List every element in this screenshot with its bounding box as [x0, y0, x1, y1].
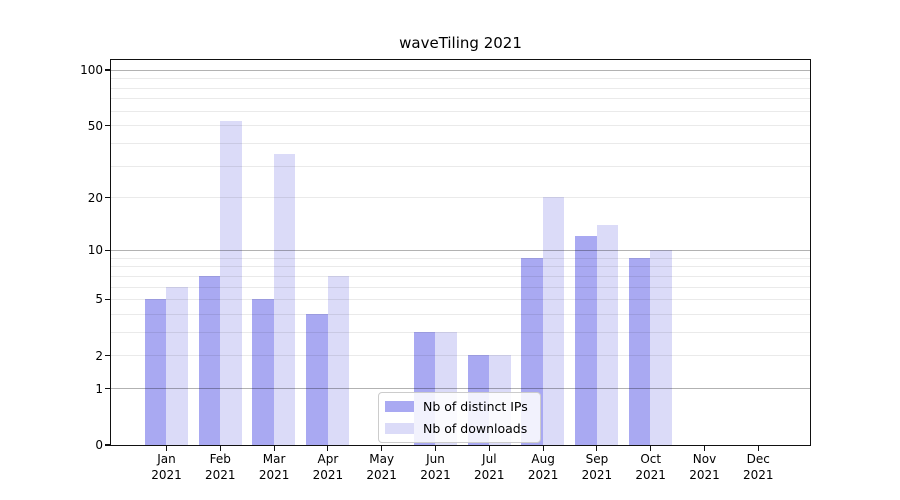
y-tick-label: 5	[95, 292, 103, 307]
bar	[144, 299, 167, 445]
x-tick-label: Jun 2021	[420, 452, 451, 482]
gridline-minor	[110, 98, 810, 100]
bar	[596, 224, 619, 445]
x-tick-label: Dec 2021	[743, 452, 774, 482]
x-tick-label: May 2021	[366, 452, 397, 482]
y-tick-mark	[104, 298, 111, 300]
x-tick-label: Jul 2021	[474, 452, 505, 482]
gridline-minor	[110, 313, 810, 315]
legend-swatch	[385, 401, 414, 412]
x-tick-mark	[381, 446, 383, 451]
x-tick-label: Mar 2021	[258, 452, 290, 482]
legend-row: Nb of distinct IPs	[385, 399, 528, 414]
gridline-minor	[110, 125, 810, 127]
y-tick-mark	[104, 69, 111, 71]
plot-area	[109, 58, 811, 446]
x-tick-label: Aug 2021	[527, 452, 559, 482]
legend-swatch	[385, 423, 414, 434]
gridline-minor	[110, 165, 810, 167]
gridline-minor	[110, 332, 810, 334]
gridline-major	[110, 388, 810, 390]
legend-row: Nb of downloads	[385, 421, 528, 436]
gridline-minor	[110, 355, 810, 357]
bar	[306, 313, 328, 445]
x-tick-label: Feb 2021	[205, 452, 236, 482]
x-tick-mark	[434, 446, 437, 451]
gridline-minor	[110, 286, 810, 288]
x-tick-mark	[165, 446, 168, 451]
x-tick-label: Nov 2021	[689, 452, 720, 482]
bar	[198, 275, 220, 445]
x-tick-mark	[488, 446, 490, 451]
bar	[273, 153, 296, 445]
x-tick-label: Jan 2021	[151, 452, 182, 482]
x-tick-mark	[542, 446, 544, 451]
x-tick-label: Sep 2021	[581, 452, 613, 482]
y-tick-label: 10	[87, 243, 103, 258]
y-tick-mark	[104, 197, 111, 199]
x-tick-label: Apr 2021	[312, 452, 344, 482]
y-tick-mark	[104, 124, 111, 127]
y-tick-mark	[104, 249, 111, 251]
x-tick-mark	[757, 446, 759, 451]
gridline-minor	[110, 110, 810, 112]
bar	[575, 236, 597, 445]
x-tick-mark	[703, 446, 706, 451]
y-tick-mark	[104, 444, 111, 446]
gridline-minor	[110, 257, 810, 259]
y-tick-label: 0	[95, 438, 103, 452]
legend: Nb of distinct IPs Nb of downloads	[378, 392, 541, 443]
gridline-minor	[110, 78, 810, 80]
x-tick-label: Oct 2021	[635, 452, 666, 482]
gridline-minor	[110, 197, 810, 199]
bar	[220, 120, 242, 445]
legend-label: Nb of downloads	[423, 421, 528, 436]
y-tick-label: 1	[95, 381, 103, 396]
bar	[252, 299, 274, 445]
gridline-minor	[110, 142, 810, 144]
bar	[628, 257, 651, 445]
y-tick-label: 100	[80, 62, 103, 77]
chart-title: waveTiling 2021	[399, 34, 522, 52]
y-tick-label: 20	[87, 190, 103, 205]
bar	[542, 197, 565, 445]
x-tick-mark	[650, 446, 652, 451]
gridline-major	[110, 249, 810, 251]
y-tick-mark	[104, 355, 111, 357]
gridline-minor	[110, 299, 810, 301]
x-tick-mark	[596, 446, 598, 451]
y-tick-label: 2	[95, 348, 103, 363]
gridline-minor	[110, 266, 810, 268]
bar	[166, 286, 188, 445]
bar	[650, 249, 672, 445]
y-tick-label: 50	[87, 118, 103, 133]
gridline-minor	[110, 275, 810, 277]
x-tick-mark	[219, 446, 221, 451]
bar	[327, 275, 350, 445]
x-tick-mark	[273, 446, 275, 451]
gridline-minor	[110, 87, 810, 89]
legend-label: Nb of distinct IPs	[423, 399, 528, 414]
x-tick-mark	[327, 446, 329, 451]
gridline-major	[110, 69, 810, 71]
y-tick-mark	[104, 388, 111, 390]
